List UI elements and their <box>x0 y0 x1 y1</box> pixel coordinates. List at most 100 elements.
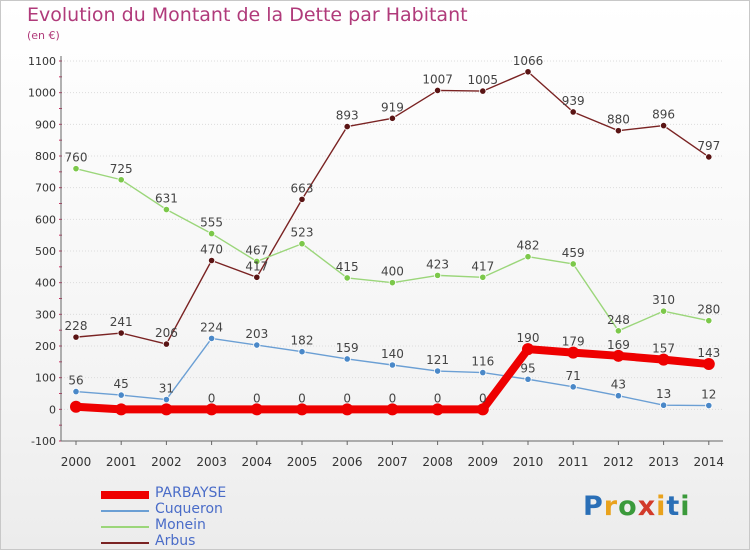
data-point-arbus <box>208 256 216 265</box>
data-label-parbayse: 0 <box>389 391 397 405</box>
data-label-arbus: 919 <box>381 100 404 114</box>
logo-letter: o <box>618 491 638 522</box>
data-point-arbus <box>343 122 351 131</box>
data-point-cuqueron <box>659 401 668 409</box>
data-point-arbus <box>524 68 532 76</box>
chart-title: Evolution du Montant de la Dette par Hab… <box>27 4 468 26</box>
data-point-monein <box>72 165 80 173</box>
data-point-arbus <box>117 329 125 337</box>
y-tick-label: 0 <box>49 403 56 416</box>
data-point-cuqueron <box>253 341 261 349</box>
data-point-parbayse <box>476 403 489 416</box>
data-point-parbayse <box>431 403 444 416</box>
data-point-arbus <box>705 153 713 161</box>
y-tick-label: 400 <box>35 277 56 290</box>
data-point-monein <box>343 274 351 282</box>
data-label-arbus: 206 <box>155 326 178 340</box>
legend-label-cuqueron: Cuqueron <box>155 501 223 517</box>
data-point-cuqueron <box>388 361 396 369</box>
data-point-arbus <box>162 340 170 348</box>
data-label-monein: 248 <box>607 313 630 327</box>
y-tick-label: 900 <box>35 118 56 131</box>
data-label-monein: 725 <box>110 162 133 176</box>
data-label-arbus: 663 <box>291 181 314 195</box>
data-point-arbus <box>298 195 306 203</box>
legend-label-arbus: Arbus <box>155 533 196 549</box>
data-point-parbayse <box>250 403 263 416</box>
data-label-parbayse: 0 <box>479 391 487 405</box>
data-point-cuqueron <box>569 383 577 391</box>
data-point-monein <box>162 205 170 214</box>
y-tick-label: 600 <box>35 213 56 226</box>
data-label-parbayse: 143 <box>697 346 720 360</box>
y-tick-label: -100 <box>31 435 56 448</box>
data-point-arbus <box>433 86 442 95</box>
data-point-cuqueron <box>162 395 170 404</box>
data-label-parbayse: 0 <box>343 391 351 405</box>
data-point-arbus <box>253 273 261 281</box>
legend-label-monein: Monein <box>155 517 206 533</box>
data-label-cuqueron: 224 <box>200 320 223 334</box>
data-label-parbayse: 0 <box>434 391 442 405</box>
x-tick-label: 2010 <box>513 455 544 469</box>
y-tick-label: 1000 <box>28 87 56 100</box>
data-point-cuqueron <box>208 334 216 342</box>
data-label-cuqueron: 203 <box>245 327 268 341</box>
data-label-cuqueron: 13 <box>656 387 671 401</box>
data-point-monein <box>253 257 261 266</box>
y-tick-label: 700 <box>35 182 56 195</box>
proxiti-logo: Proxiti <box>583 491 691 522</box>
logo-letter: x <box>637 491 657 522</box>
data-label-parbayse: 157 <box>652 342 675 356</box>
data-point-parbayse <box>702 358 715 371</box>
data-point-monein <box>614 327 623 335</box>
data-point-cuqueron <box>298 348 306 356</box>
data-label-arbus: 417 <box>245 259 268 273</box>
data-point-cuqueron <box>343 355 351 363</box>
data-label-parbayse: 0 <box>298 391 306 405</box>
logo-letter: r <box>603 491 619 522</box>
data-point-parbayse <box>612 349 625 362</box>
data-point-cuqueron <box>433 367 442 375</box>
x-tick-label: 2005 <box>287 455 318 469</box>
data-label-cuqueron: 71 <box>566 369 581 383</box>
data-label-arbus: 1005 <box>468 73 499 87</box>
data-label-cuqueron: 56 <box>68 374 83 388</box>
data-point-monein <box>705 317 713 325</box>
data-label-parbayse: 0 <box>208 391 216 405</box>
data-point-cuqueron <box>117 391 125 399</box>
data-label-cuqueron: 116 <box>471 355 494 369</box>
data-point-cuqueron <box>72 387 80 396</box>
x-tick-label: 2014 <box>694 455 725 469</box>
x-tick-label: 2002 <box>151 455 182 469</box>
data-point-parbayse <box>70 400 82 413</box>
data-point-parbayse <box>160 403 173 416</box>
x-tick-label: 2012 <box>603 455 634 469</box>
data-label-monein: 417 <box>471 259 494 273</box>
legend-label-parbayse: PARBAYSE <box>155 485 227 501</box>
logo-letter: t <box>666 491 681 522</box>
data-point-parbayse <box>296 403 308 416</box>
data-point-monein <box>388 279 396 287</box>
x-tick-label: 2008 <box>422 455 453 469</box>
data-point-parbayse <box>115 403 128 416</box>
data-point-monein <box>208 229 216 238</box>
y-tick-label: 100 <box>35 372 56 385</box>
x-tick-label: 2000 <box>61 455 92 469</box>
data-label-parbayse: 169 <box>607 338 630 352</box>
y-tick-label: 800 <box>35 150 56 163</box>
x-tick-label: 2003 <box>196 455 227 469</box>
data-label-arbus: 797 <box>697 139 720 153</box>
data-label-cuqueron: 140 <box>381 347 404 361</box>
legend-swatch-arbus <box>101 542 149 544</box>
logo-letter: i <box>680 491 691 522</box>
legend-swatch-cuqueron <box>101 510 149 512</box>
data-label-arbus: 1066 <box>513 54 544 68</box>
x-tick-label: 2013 <box>648 455 679 469</box>
data-label-arbus: 470 <box>200 243 223 257</box>
y-tick-label: 200 <box>35 340 56 353</box>
data-point-parbayse <box>205 403 218 416</box>
data-point-arbus <box>614 127 623 135</box>
data-point-monein <box>569 260 577 268</box>
data-point-arbus <box>72 333 80 341</box>
